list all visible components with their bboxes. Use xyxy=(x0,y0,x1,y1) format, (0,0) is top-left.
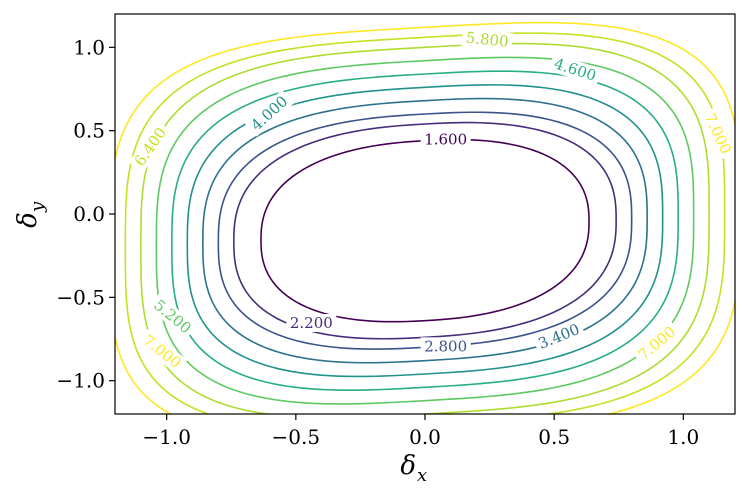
y-tick-label: −1.0 xyxy=(56,369,105,393)
contour-line-4 xyxy=(186,84,664,378)
y-tick-label: −0.5 xyxy=(56,285,105,309)
x-axis-label-sub: x xyxy=(417,465,427,486)
contour-label: 5.800 xyxy=(465,28,510,50)
contour-label: 4.000 xyxy=(247,92,291,134)
x-tick-label: 0.0 xyxy=(409,425,441,449)
y-axis-label-sub: y xyxy=(27,201,48,213)
contour-line-7 xyxy=(115,21,735,414)
contour-line-6-4 xyxy=(124,32,726,414)
y-axis-label: δ y xyxy=(13,201,48,228)
contour-line-2-8 xyxy=(217,111,633,350)
contour-label-bg xyxy=(548,53,602,87)
y-axis-label-main: δ xyxy=(13,212,43,228)
contour-label: 4.600 xyxy=(552,55,598,85)
contour-label: 5.200 xyxy=(150,296,194,337)
contour-line-2-2 xyxy=(233,121,617,340)
x-tick-label: −0.5 xyxy=(272,425,321,449)
axis-ticks: −1.0 −0.5 0.0 0.5 1.0 −1.0 −0.5 0.0 0.5 1.0 xyxy=(56,35,699,449)
contour-label: 7.000 xyxy=(635,323,679,364)
contour-line-5-8 xyxy=(140,42,710,414)
contour-line-5-2 xyxy=(155,56,695,405)
contour-lines xyxy=(115,21,735,414)
contour-line-1-6 xyxy=(260,138,590,323)
x-axis-label: δ x xyxy=(400,451,427,486)
contour-label-bg xyxy=(128,121,173,173)
contour-label-bg xyxy=(286,314,337,332)
contour-label-bg xyxy=(136,329,188,375)
contour-label-bg xyxy=(420,337,471,356)
contour-label-bg xyxy=(532,318,586,355)
contour-label: 6.400 xyxy=(131,124,170,170)
contour-label: 2.800 xyxy=(424,337,467,355)
x-tick-label: 0.5 xyxy=(538,425,570,449)
contour-label: 2.200 xyxy=(290,314,333,332)
contour-label-bg xyxy=(420,130,471,149)
y-tick-label: 1.0 xyxy=(73,35,105,59)
contour-label-bg xyxy=(631,320,682,367)
contour-label-bg xyxy=(699,107,737,161)
contour-label-bg xyxy=(244,89,294,137)
contour-labels: 1.600 2.200 2.800 3.400 4.000 4.600 5.200 5.800… xyxy=(128,28,737,375)
y-tick-label: 0.5 xyxy=(73,119,105,143)
x-tick-label: −1.0 xyxy=(142,425,191,449)
x-axis-label-main: δ xyxy=(400,451,416,481)
x-tick-label: 1.0 xyxy=(667,425,699,449)
contour-label-bg xyxy=(461,28,513,52)
contour-label: 1.600 xyxy=(424,131,467,149)
contour-label: 7.000 xyxy=(140,331,185,372)
contour-label-bg xyxy=(147,293,198,340)
contour-label: 3.400 xyxy=(536,320,583,353)
y-tick-label: 0.0 xyxy=(73,202,105,226)
